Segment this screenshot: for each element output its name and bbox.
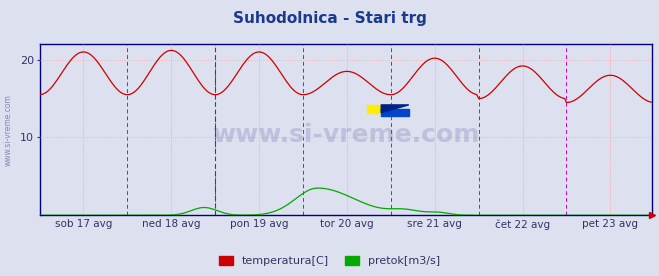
- Legend: temperatura[C], pretok[m3/s]: temperatura[C], pretok[m3/s]: [215, 251, 444, 270]
- Polygon shape: [381, 105, 409, 113]
- Bar: [381, 109, 409, 116]
- Bar: [368, 105, 395, 113]
- Text: Suhodolnica - Stari trg: Suhodolnica - Stari trg: [233, 11, 426, 26]
- Text: www.si-vreme.com: www.si-vreme.com: [4, 94, 13, 166]
- Text: www.si-vreme.com: www.si-vreme.com: [212, 123, 480, 147]
